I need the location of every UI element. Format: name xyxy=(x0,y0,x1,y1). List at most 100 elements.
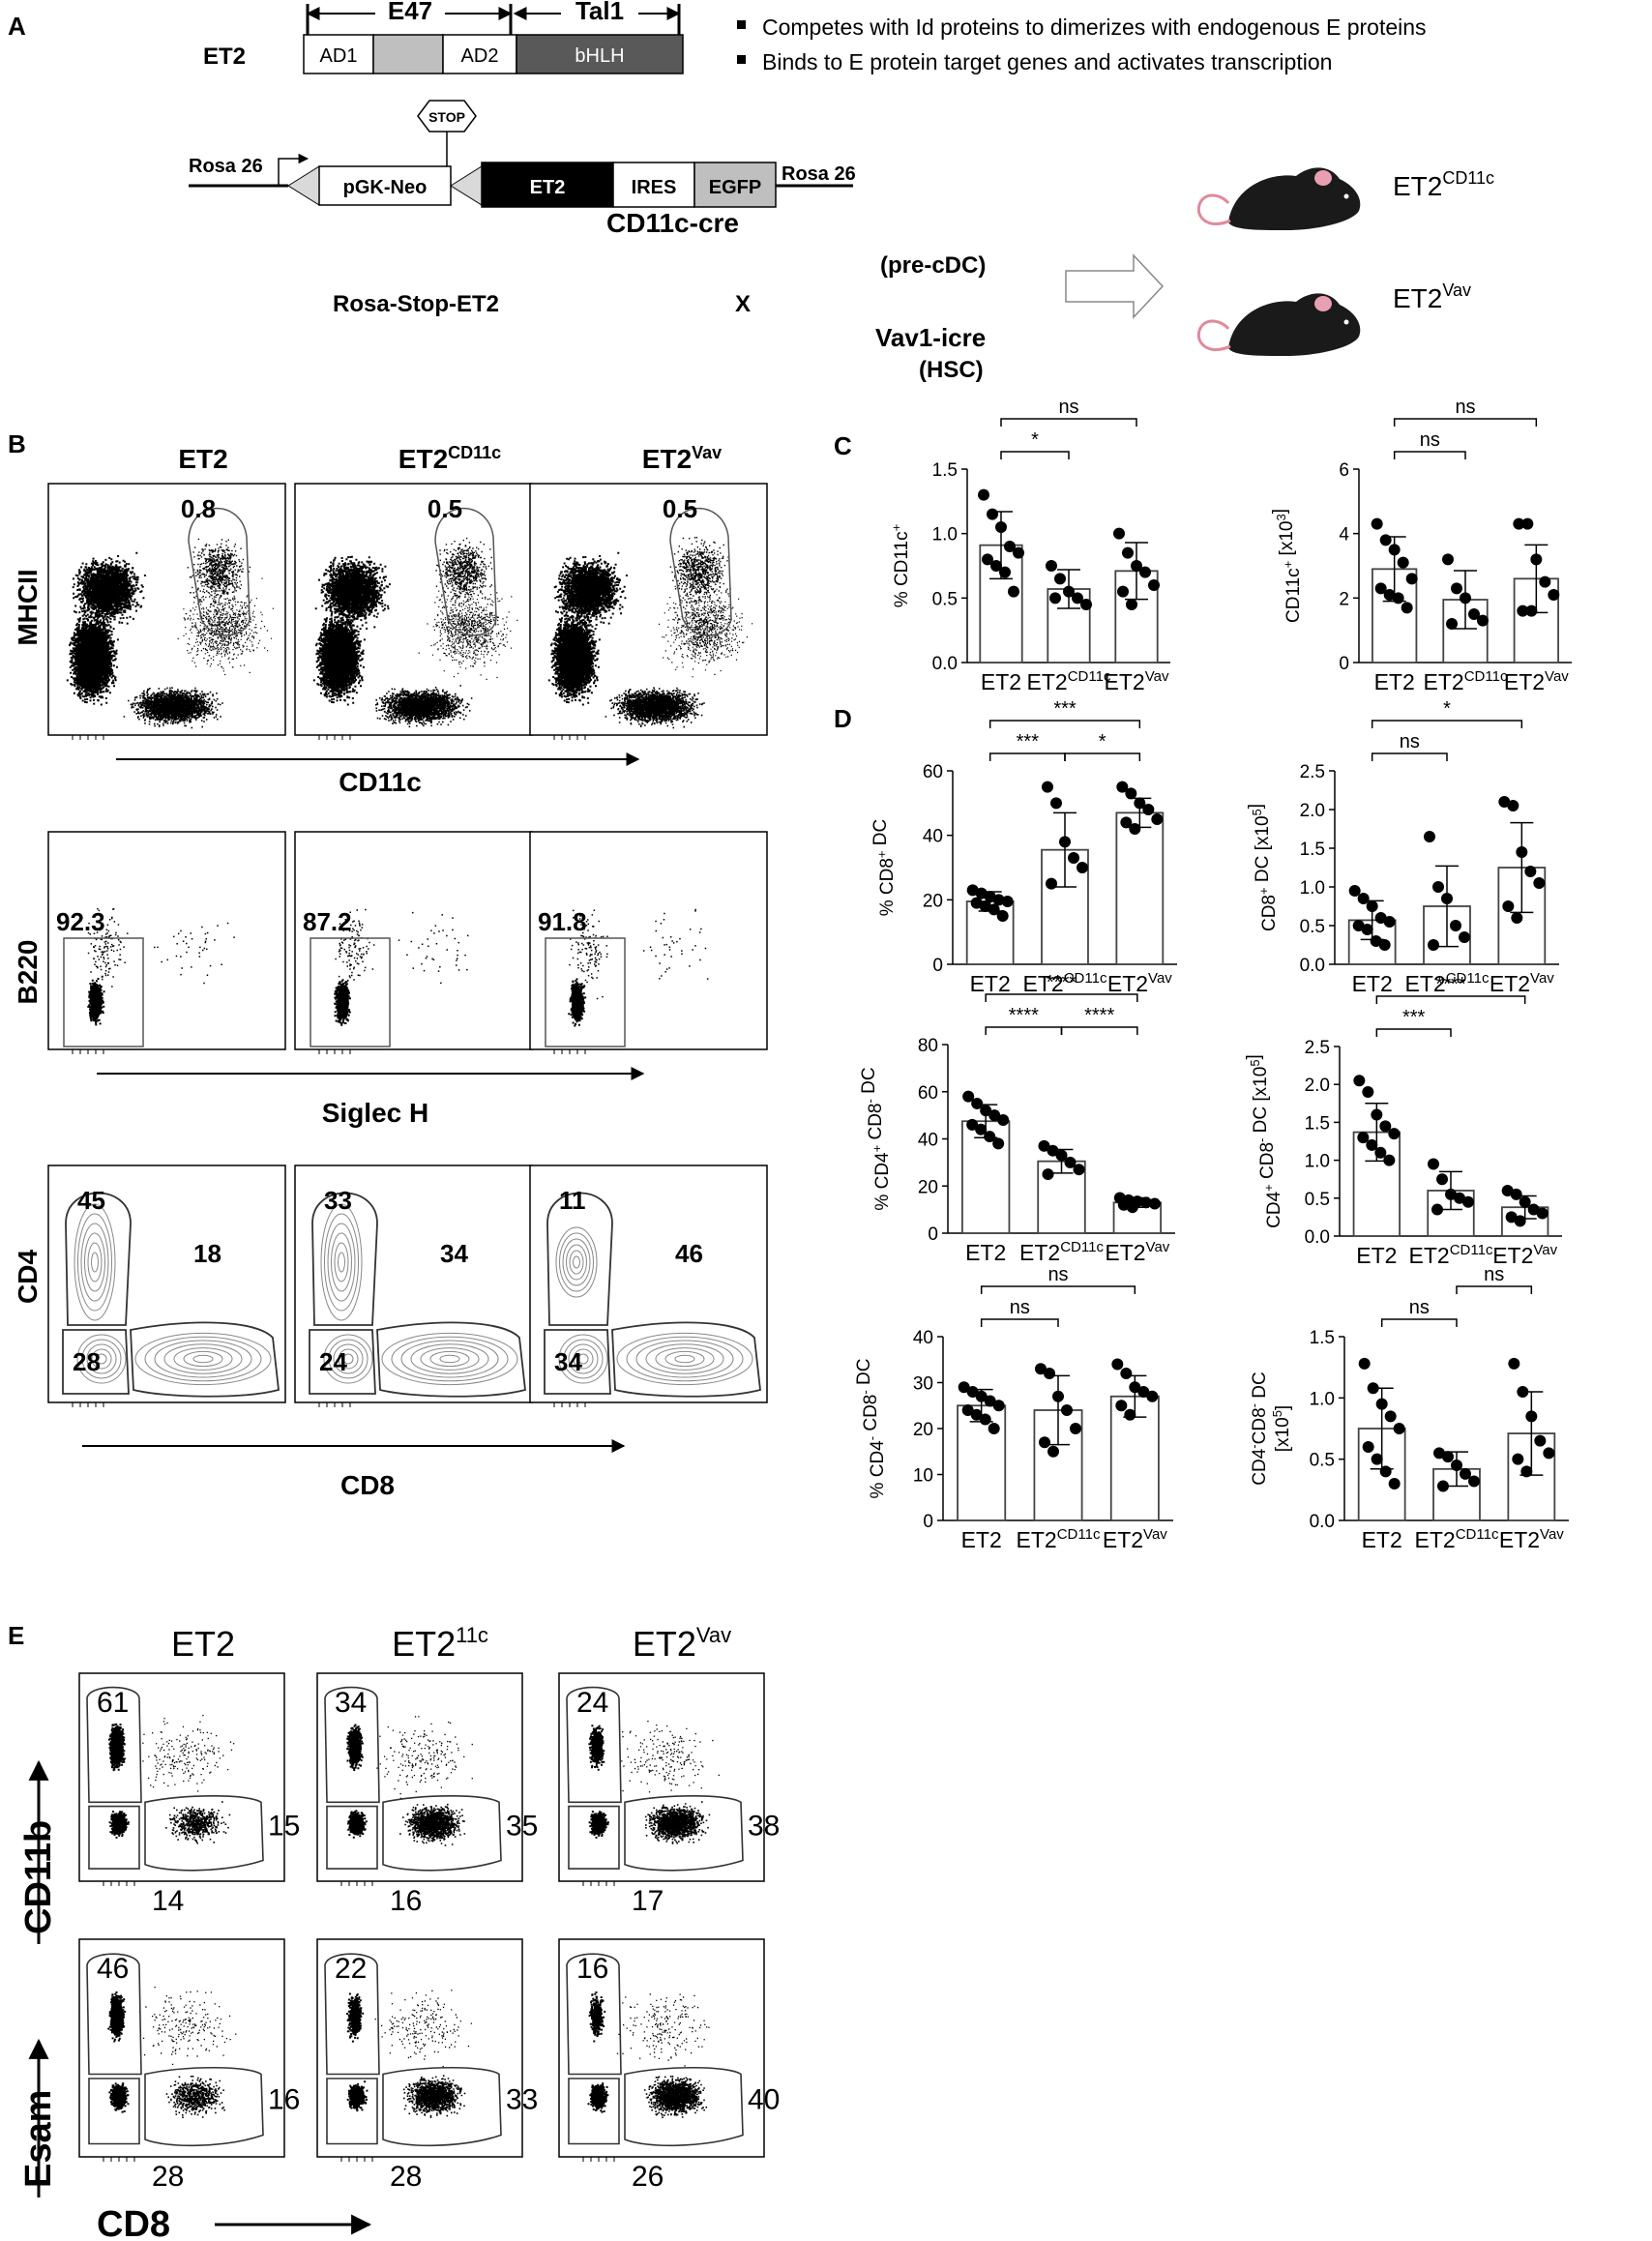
vav1-icre: Vav1-icre xyxy=(875,323,986,352)
data-point xyxy=(1539,575,1551,588)
data-point xyxy=(1459,931,1470,943)
label-part: ET2 xyxy=(1019,1240,1060,1265)
y-tick-label: 80 xyxy=(918,1036,938,1056)
event-dots xyxy=(139,1715,235,1792)
label-part: 5 xyxy=(1250,809,1264,815)
significance-bracket xyxy=(1000,418,1137,427)
contour-line xyxy=(74,1203,116,1321)
bracket-e47: E47 xyxy=(388,0,432,25)
label-part: ET2 xyxy=(1105,1240,1145,1265)
label-part: CD4 xyxy=(1264,1191,1284,1227)
data-point xyxy=(1038,1139,1050,1152)
label-part: DC xyxy=(870,819,891,851)
data-point xyxy=(1525,604,1538,617)
cross-symbol: X xyxy=(735,291,751,317)
cd8-gate xyxy=(376,1321,526,1398)
contour-line xyxy=(333,1343,364,1374)
label-part: ET2 xyxy=(1362,1527,1402,1552)
domain-ad1: AD1 xyxy=(320,45,358,67)
event-dots xyxy=(587,2082,609,2113)
label-part: ] xyxy=(1244,1054,1264,1059)
data-point xyxy=(1517,1386,1529,1398)
data-point xyxy=(1388,1478,1401,1489)
data-point xyxy=(1117,1198,1130,1211)
data-point xyxy=(1142,804,1155,815)
data-point xyxy=(1148,579,1160,591)
contour-line xyxy=(327,1223,356,1302)
b220-siglech-plot-1: 92.3 xyxy=(47,831,286,1054)
label-part: Vav xyxy=(1545,668,1569,685)
y-tick-label: 1.0 xyxy=(1300,878,1325,899)
data-point xyxy=(1393,1423,1405,1434)
data-point xyxy=(1451,1460,1462,1471)
bullet-1: Competes with Id proteins to dimerizes w… xyxy=(762,15,1427,40)
plot-frame xyxy=(558,1672,765,1882)
significance-bracket xyxy=(1393,451,1466,459)
contour-line xyxy=(183,1350,223,1368)
top-gate xyxy=(324,1686,380,1804)
gate-value: 0.5 xyxy=(663,494,697,523)
label-part: CD8 xyxy=(866,1104,886,1145)
significance-bracket xyxy=(988,752,1066,761)
data-point xyxy=(1348,885,1361,897)
event-dots xyxy=(177,577,274,676)
label-part: CD8 xyxy=(1259,895,1280,931)
data-point xyxy=(1383,1154,1396,1166)
data-point xyxy=(1451,582,1462,595)
data-point xyxy=(1353,1075,1366,1087)
cd4-cd8-plot-2: 33 34 24 xyxy=(294,1165,533,1407)
plot-frame xyxy=(294,831,533,1050)
mouse-icon-1 xyxy=(1196,167,1361,230)
x-tick-label: ET2Vav xyxy=(1105,1239,1169,1265)
data-point xyxy=(1352,920,1365,931)
label-part: ] xyxy=(1270,509,1290,514)
data-point xyxy=(1068,852,1079,864)
plot-frame xyxy=(316,1938,523,2158)
event-dots xyxy=(605,687,705,729)
data-point xyxy=(1521,517,1534,530)
label-part: ET2 xyxy=(965,1240,1006,1265)
y-axis-label: % CD4+ CD8- DC xyxy=(859,1067,893,1210)
data-point xyxy=(1059,836,1071,848)
data-point xyxy=(984,1395,996,1407)
label-part: CD11c xyxy=(1446,970,1490,987)
label-part: CD11c xyxy=(1057,1526,1101,1543)
y-tick-label: 20 xyxy=(918,1177,938,1197)
significance-bracket xyxy=(985,993,1138,1002)
plot-frame xyxy=(78,1672,285,1882)
cd8-gate xyxy=(130,1321,280,1398)
data-point xyxy=(1361,924,1373,935)
contour-line xyxy=(577,1353,589,1365)
top-gate xyxy=(566,1953,622,2076)
contour-line xyxy=(645,1343,724,1374)
event-dots xyxy=(107,1991,127,2043)
data-point xyxy=(1388,1128,1401,1140)
e-col-title-2: ET211c xyxy=(392,1623,488,1664)
label-part: CD11c xyxy=(1464,668,1508,685)
significance-label: **** xyxy=(1084,1005,1114,1026)
mhcii-cd11c-plot-1: 0.8 xyxy=(47,483,286,740)
data-point xyxy=(1397,556,1409,569)
b-row3-xlabel: CD8 xyxy=(340,1470,395,1500)
data-point xyxy=(971,1097,984,1109)
y-tick-label: 1.5 xyxy=(932,460,958,481)
contour-line xyxy=(331,1232,352,1292)
contour-line xyxy=(635,1340,734,1378)
cd4-gate xyxy=(65,1192,132,1326)
contour-line xyxy=(91,1252,99,1273)
significance-label: ns xyxy=(1010,1297,1030,1318)
contour-line xyxy=(655,1347,715,1371)
contour-line xyxy=(192,1354,214,1364)
contour-line xyxy=(563,1339,604,1379)
event-dots xyxy=(569,909,608,1000)
significance-label: * xyxy=(1443,698,1451,720)
data-point xyxy=(970,897,983,909)
gate-value-bottom: 28 xyxy=(152,2161,184,2193)
data-point xyxy=(992,1137,1005,1150)
dn-gate xyxy=(544,1329,611,1395)
x-tick-label: ET2CD11c xyxy=(1409,1242,1493,1268)
